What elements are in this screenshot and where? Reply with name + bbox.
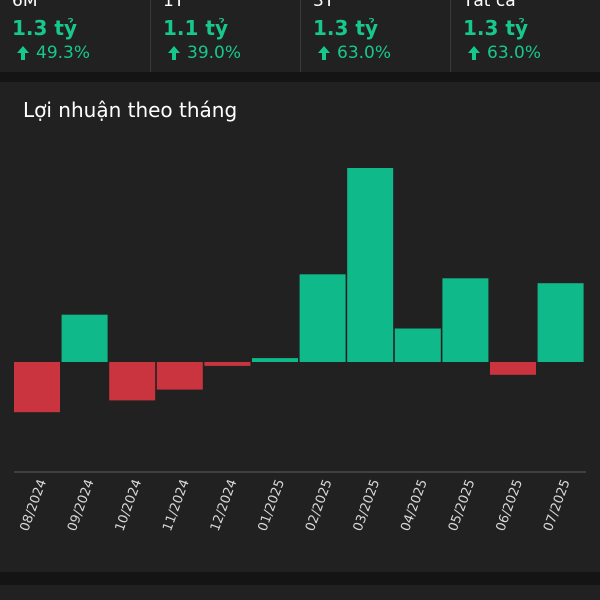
bar-11/2024[interactable]: [156, 362, 203, 390]
bar-01/2025[interactable]: [252, 358, 298, 362]
stat-value: 1.3 tỷ: [463, 16, 528, 40]
x-tick-label: 12/2024: [208, 477, 241, 533]
chart-title: Lợi nhuận theo tháng: [23, 98, 238, 122]
stat-change: 63.0%: [317, 43, 391, 63]
stat-period-label: Tất cả: [463, 0, 516, 11]
monthly-profit-chart: 08/2024 09/2024 10/2024 11/2024 12/2024 01/20…: [14, 168, 586, 533]
x-tick-label: 06/2025: [493, 477, 526, 533]
x-tick-label: 09/2024: [65, 477, 98, 533]
stat-change: 63.0%: [467, 43, 541, 63]
bar-09/2024[interactable]: [61, 314, 108, 362]
bar-10/2024[interactable]: [109, 362, 156, 401]
x-tick-label: 02/2025: [303, 477, 336, 533]
stat-card-6m[interactable]: 6M 1.3 tỷ 49.3%: [0, 0, 150, 72]
stat-period-label: 3Y: [313, 0, 335, 11]
stat-period-label: 6M: [12, 0, 38, 11]
arrow-up-icon: [168, 46, 180, 60]
bar-04/2025[interactable]: [394, 328, 441, 363]
x-tick-label: 10/2024: [113, 477, 146, 533]
stat-change: 49.3%: [16, 43, 90, 63]
bar-02/2025[interactable]: [299, 274, 346, 362]
stat-value: 1.3 tỷ: [313, 16, 378, 40]
stat-card-1y[interactable]: 1Y 1.1 tỷ 39.0%: [150, 0, 300, 72]
bottom-panel: [0, 585, 600, 600]
bar-12/2024[interactable]: [204, 362, 251, 366]
arrow-up-icon: [468, 46, 480, 60]
x-tick-label: 05/2025: [446, 477, 479, 533]
bar-07/2025[interactable]: [537, 283, 584, 362]
stat-value: 1.3 tỷ: [12, 16, 77, 40]
x-tick-label: 03/2025: [351, 477, 384, 533]
stat-value: 1.1 tỷ: [163, 16, 228, 40]
stat-change: 39.0%: [167, 43, 241, 63]
x-tick-label: 07/2025: [541, 477, 574, 533]
bar-05/2025[interactable]: [442, 278, 489, 362]
bar-03/2025[interactable]: [347, 168, 394, 362]
arrow-up-icon: [17, 46, 29, 60]
bar-08/2024[interactable]: [14, 362, 60, 413]
x-tick-label: 04/2025: [398, 477, 431, 533]
stat-change-value: 63.0%: [337, 43, 392, 63]
x-tick-label: 11/2024: [160, 477, 193, 533]
x-tick-label: 01/2025: [255, 477, 288, 533]
arrow-up-icon: [318, 46, 330, 60]
stat-change-value: 49.3%: [36, 43, 91, 63]
x-tick-label: 08/2024: [17, 477, 50, 533]
monthly-profit-chart-card: 08/2024 09/2024 10/2024 11/2024 12/2024 01/20…: [0, 82, 600, 572]
stat-period-label: 1Y: [163, 0, 185, 11]
stat-change-value: 39.0%: [187, 43, 242, 63]
stats-strip: 6M 1.3 tỷ 49.3% 1Y 1.1 tỷ 39.0% 3Y 1.3 t…: [0, 0, 600, 72]
stat-card-all[interactable]: Tất cả 1.3 tỷ 63.0%: [450, 0, 600, 72]
stat-card-3y[interactable]: 3Y 1.3 tỷ 63.0%: [300, 0, 450, 72]
bar-06/2025[interactable]: [490, 362, 536, 375]
stat-change-value: 63.0%: [487, 43, 542, 63]
